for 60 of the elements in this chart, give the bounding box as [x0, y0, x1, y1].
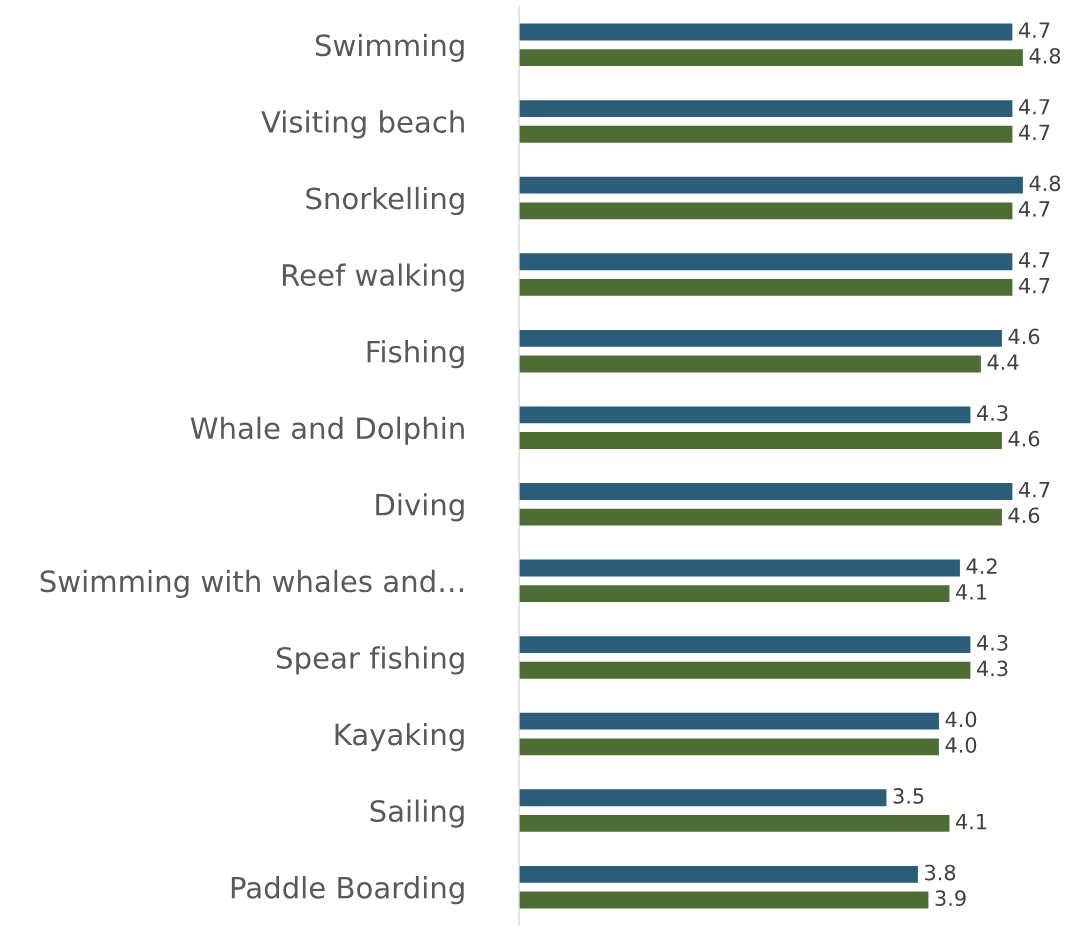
- bar: [519, 23, 1013, 41]
- data-label: 4.4: [987, 354, 1019, 370]
- y-tick-label: Spear fishing: [276, 646, 464, 675]
- data-label: 4.7: [1018, 201, 1050, 217]
- bar: [519, 49, 1023, 67]
- y-tick-label: Swimming: [315, 33, 464, 62]
- data-label: 4.7: [1018, 124, 1050, 140]
- y-tick-label: Visiting beach: [261, 110, 464, 139]
- bar: [519, 406, 971, 424]
- bar: [519, 176, 1023, 194]
- bar: [519, 789, 887, 807]
- bar: [519, 712, 939, 730]
- data-label: 4.8: [1029, 175, 1061, 192]
- data-label: 4.2: [966, 558, 997, 574]
- y-tick-label: Sailing: [370, 799, 464, 828]
- y-tick-label: Whale and Dolphin: [190, 416, 464, 445]
- bar: [519, 483, 1013, 500]
- data-label: 4.3: [976, 660, 1008, 677]
- bar: [519, 865, 918, 883]
- bar: [519, 432, 1002, 449]
- bar: [519, 278, 1013, 296]
- data-label: 4.8: [1029, 47, 1061, 64]
- data-label: 4.7: [1018, 252, 1050, 268]
- bar: [519, 661, 971, 679]
- y-tick-label: Kayaking: [335, 722, 464, 752]
- y-tick-label: Swimming with whales and…: [40, 569, 463, 599]
- bar: [519, 202, 1013, 220]
- y-tick-label: Diving: [376, 493, 464, 522]
- data-label: 4.1: [956, 813, 987, 830]
- y-tick-label: Fishing: [367, 340, 464, 369]
- data-label: 4.1: [956, 584, 987, 600]
- bar: [519, 508, 1002, 526]
- bar: [519, 636, 971, 654]
- bar: [519, 329, 1002, 347]
- data-label: 4.3: [976, 405, 1008, 421]
- bar: [519, 125, 1013, 143]
- data-label: 4.3: [976, 634, 1008, 651]
- data-label: 4.0: [945, 737, 977, 753]
- data-label: 4.6: [1008, 430, 1040, 447]
- y-tick-label: Paddle Boarding: [231, 876, 464, 905]
- data-label: 4.0: [945, 711, 977, 728]
- bar: [519, 738, 939, 756]
- bar: [519, 559, 960, 577]
- data-label: 3.9: [935, 890, 966, 907]
- y-tick-label: Snorkelling: [306, 186, 464, 216]
- bar: [519, 585, 950, 603]
- data-label: 4.7: [1018, 482, 1050, 498]
- y-tick-label: Reef walking: [282, 263, 464, 292]
- data-label: 4.6: [1008, 507, 1040, 524]
- bar: [519, 355, 981, 373]
- bar: [519, 100, 1013, 117]
- data-label: 4.6: [1008, 328, 1040, 345]
- bar: [519, 815, 950, 832]
- data-label: 3.8: [925, 864, 956, 881]
- bar: [519, 891, 929, 909]
- data-label: 4.7: [1018, 22, 1050, 38]
- data-label: 3.5: [893, 788, 924, 804]
- data-label: 4.7: [1018, 277, 1050, 294]
- bar: [519, 253, 1013, 271]
- data-label: 4.7: [1018, 99, 1050, 115]
